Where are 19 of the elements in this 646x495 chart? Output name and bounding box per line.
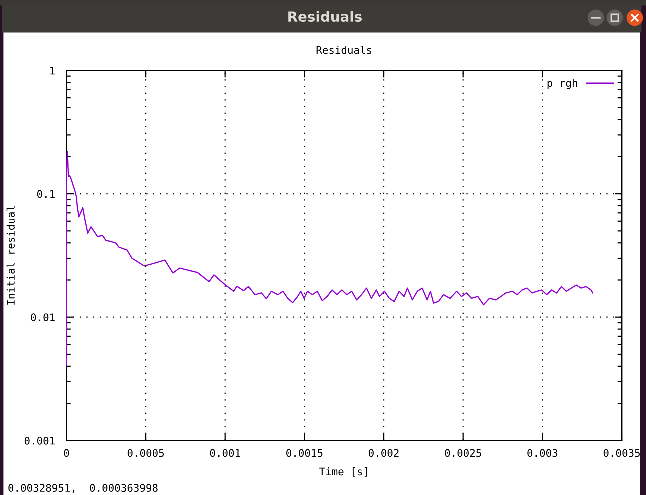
x-tick-label: 0.003 [528,449,558,458]
y-tick-label: 0.001 [24,436,55,445]
y-axis-title: Initial residual [6,206,15,305]
x-tick-label: 0 [64,449,70,458]
y-tick-label: 0.1 [37,190,55,198]
chart-title: Residuals [316,46,372,54]
x-tick-label: 0.0035 [604,449,640,458]
y-tick-label: 1 [50,67,55,75]
line-series [66,151,594,366]
x-tick-label: 0.0025 [445,449,482,458]
legend-label: p_rgh [548,79,578,90]
x-tick-label: 0.002 [369,449,399,458]
x-tick-label: 0.0015 [286,449,323,458]
text: Residuals [288,11,362,22]
x-tick-label: 0.001 [210,449,240,458]
text: 0.00328951, 0.000363998 [8,484,158,494]
x-axis-title: Time [s] [320,468,368,477]
y-tick-label: 0.01 [31,314,55,322]
x-tick-label: 0.0005 [128,449,164,458]
